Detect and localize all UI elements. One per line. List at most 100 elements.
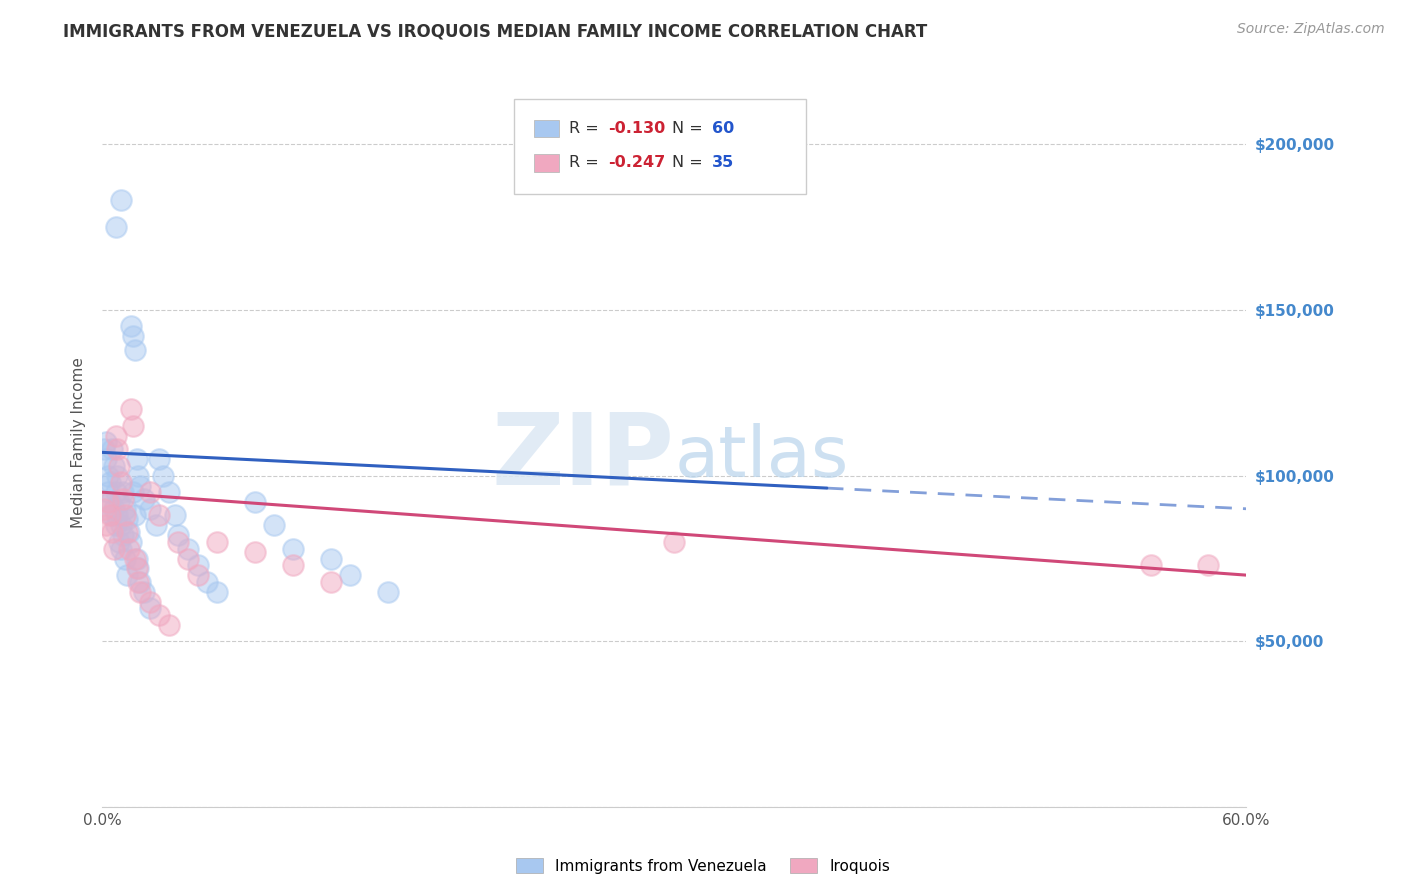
Point (104, 219, 127, 234)
Point (104, 518, 127, 533)
Point (108, 535, 131, 549)
FancyBboxPatch shape (515, 99, 806, 194)
Text: 60: 60 (711, 121, 734, 136)
Point (104, 429, 127, 443)
Point (152, 468, 174, 483)
Point (134, 491, 156, 506)
Point (1197, 558, 1219, 573)
Point (94, 452, 117, 467)
Point (177, 551, 200, 566)
Point (97, 495, 120, 509)
Point (127, 574, 149, 589)
Point (94, 435, 117, 450)
Point (110, 475, 132, 490)
Point (163, 508, 186, 523)
Point (145, 518, 167, 533)
Text: IMMIGRANTS FROM VENEZUELA VS IROQUOIS MEDIAN FAMILY INCOME CORRELATION CHART: IMMIGRANTS FROM VENEZUELA VS IROQUOIS ME… (63, 22, 928, 40)
Point (97, 485, 120, 500)
Point (93, 501, 115, 516)
Point (134, 584, 156, 599)
Text: R =: R = (569, 121, 603, 136)
Point (114, 501, 136, 516)
Text: N =: N = (672, 155, 707, 170)
Point (127, 561, 149, 575)
Point (121, 329, 143, 343)
Point (112, 491, 135, 506)
Point (108, 495, 131, 509)
Point (1140, 558, 1163, 573)
Point (125, 551, 148, 566)
Point (167, 535, 190, 549)
Point (377, 584, 399, 599)
Point (121, 418, 143, 433)
Point (263, 518, 285, 533)
Point (124, 508, 146, 523)
Point (98, 508, 121, 523)
Point (98, 475, 121, 490)
Point (107, 442, 129, 456)
Point (100, 524, 122, 539)
Point (114, 551, 136, 566)
Point (127, 468, 149, 483)
Point (110, 541, 132, 556)
Point (98, 495, 121, 509)
Point (107, 468, 129, 483)
Point (157, 485, 180, 500)
Point (124, 343, 146, 357)
Point (121, 485, 143, 500)
Point (112, 485, 135, 500)
Point (115, 568, 138, 582)
Point (108, 458, 131, 473)
Point (157, 618, 180, 632)
Point (281, 541, 304, 556)
Point (148, 508, 170, 523)
Point (110, 518, 132, 533)
Point (139, 501, 162, 516)
Point (93, 442, 115, 456)
Text: atlas: atlas (675, 423, 849, 491)
Legend: Immigrants from Venezuela, Iroquois: Immigrants from Venezuela, Iroquois (509, 852, 897, 880)
Point (339, 568, 361, 582)
Point (110, 193, 132, 207)
Point (177, 541, 200, 556)
Point (104, 485, 127, 500)
Point (103, 458, 125, 473)
Point (319, 551, 342, 566)
Point (129, 478, 152, 492)
Point (139, 595, 162, 609)
Point (94, 518, 117, 533)
Point (100, 508, 122, 523)
Text: -0.247: -0.247 (607, 155, 665, 170)
Text: Source: ZipAtlas.com: Source: ZipAtlas.com (1237, 22, 1385, 37)
Point (139, 485, 162, 500)
Text: 35: 35 (711, 155, 734, 170)
Point (319, 574, 342, 589)
Point (115, 512, 138, 526)
Point (112, 528, 135, 542)
Point (205, 535, 228, 549)
FancyBboxPatch shape (533, 154, 558, 171)
Point (103, 501, 125, 516)
Point (120, 319, 142, 334)
Text: N =: N = (672, 121, 707, 136)
Point (243, 545, 266, 559)
Point (107, 508, 129, 523)
Point (100, 442, 122, 456)
Text: R =: R = (569, 155, 603, 170)
Point (129, 574, 152, 589)
Point (118, 524, 141, 539)
FancyBboxPatch shape (533, 120, 558, 137)
Text: ZIP: ZIP (491, 409, 675, 506)
Point (243, 495, 266, 509)
Point (664, 535, 686, 549)
Point (115, 524, 138, 539)
Point (114, 508, 136, 523)
Point (281, 558, 304, 573)
Point (195, 574, 218, 589)
Point (129, 584, 152, 599)
Point (125, 452, 148, 467)
Point (103, 541, 125, 556)
Point (120, 402, 142, 417)
Point (148, 452, 170, 467)
Point (187, 568, 209, 582)
